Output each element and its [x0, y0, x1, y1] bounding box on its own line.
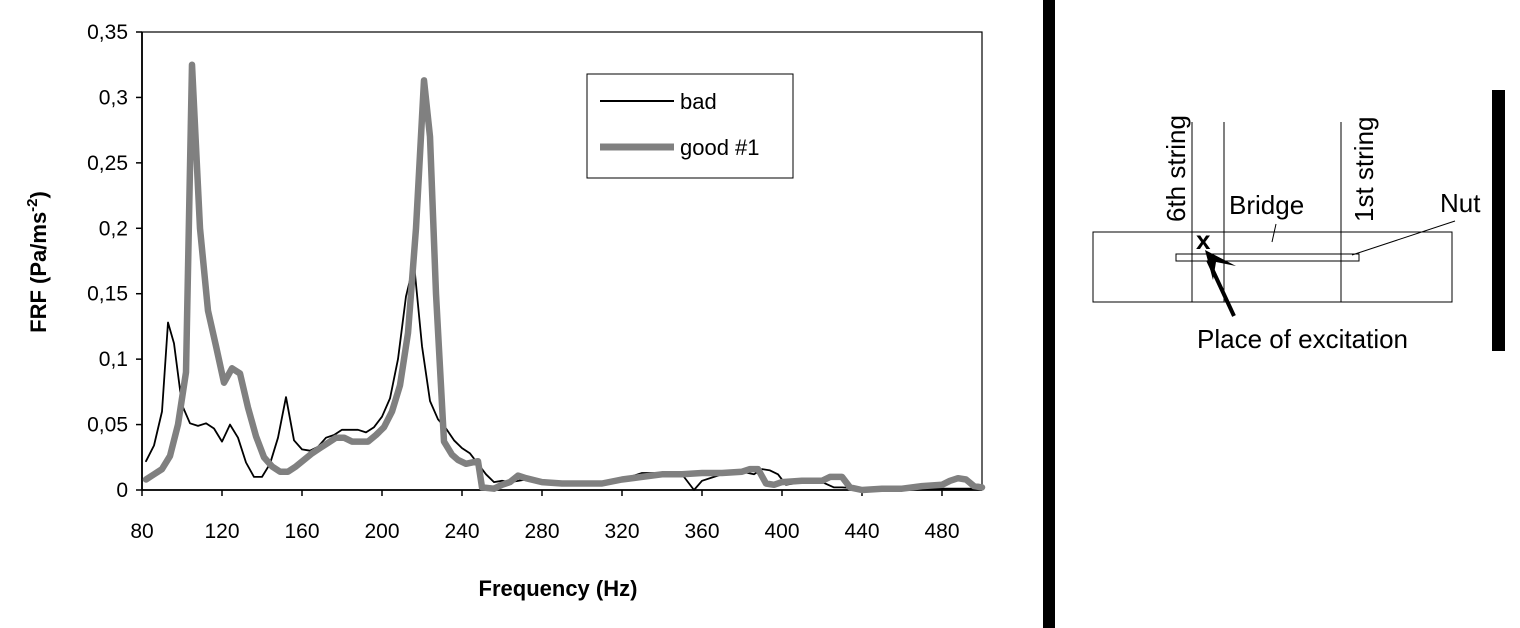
x-tick-label: 80 [130, 520, 153, 543]
series-line-good-1 [142, 61, 986, 494]
y-tick-label: 0,05 [87, 414, 128, 437]
series-layer [142, 61, 986, 494]
x-axis-title: Frequency (Hz) [479, 576, 638, 601]
label-bridge: Bridge [1229, 190, 1304, 220]
y-tick-label: 0,3 [99, 86, 128, 109]
bridge-saddle [1175, 253, 1360, 262]
y-tick-label: 0,1 [99, 348, 128, 371]
legend: bad good #1 [586, 73, 794, 179]
y-axis-ticks: 0 0,05 0,1 0,15 0,2 0,25 0,3 0,35 [87, 21, 142, 502]
excitation-marker: x [1196, 225, 1211, 255]
x-tick-label: 400 [764, 520, 799, 543]
top-plate-outline [1092, 231, 1453, 303]
right-edge-bar [1492, 90, 1505, 351]
x-tick-label: 120 [204, 520, 239, 543]
y-tick-label: 0,2 [99, 217, 128, 240]
label-nut: Nut [1440, 188, 1481, 218]
x-tick-label: 480 [924, 520, 959, 543]
frf-chart: 0 0,05 0,1 0,15 0,2 0,25 0,3 0,35 80 120 160 200 24… [24, 21, 986, 601]
nut-leader [1351, 220, 1456, 256]
label-1st-string: 1st string [1349, 117, 1379, 223]
y-tick-label: 0,25 [87, 152, 128, 175]
series-line-bad [145, 262, 983, 491]
plot-area-frame [141, 31, 983, 491]
legend-label-good: good #1 [680, 135, 760, 160]
y-axis-title-end: ) [26, 191, 51, 198]
x-tick-label: 440 [844, 520, 879, 543]
x-tick-label: 280 [524, 520, 559, 543]
label-6th-string: 6th string [1161, 115, 1191, 222]
excitation-arrow-head [1205, 250, 1236, 280]
separator-bar [1043, 0, 1055, 628]
x-tick-label: 320 [604, 520, 639, 543]
y-tick-label: 0,35 [87, 21, 128, 44]
x-tick-label: 160 [284, 520, 319, 543]
label-place-of-excitation: Place of excitation [1197, 324, 1408, 354]
x-tick-label: 240 [444, 520, 479, 543]
bridge-leader [1271, 223, 1277, 243]
y-tick-label: 0 [116, 479, 128, 502]
x-tick-label: 200 [364, 520, 399, 543]
guitar-top-diagram: 6th string 1st string Bridge Nut x Place… [1092, 90, 1505, 354]
y-axis-title-main: FRF (Pa/ms [26, 212, 51, 333]
legend-box [586, 73, 794, 179]
y-tick-label: 0,15 [87, 283, 128, 306]
y-axis-title-sup: -2 [24, 198, 41, 211]
x-axis-ticks: 80 120 160 200 240 280 320 360 400 440 480 [130, 490, 960, 543]
y-axis-title: FRF (Pa/ms-2) [24, 191, 51, 333]
legend-label-bad: bad [680, 89, 717, 114]
x-tick-label: 360 [684, 520, 719, 543]
